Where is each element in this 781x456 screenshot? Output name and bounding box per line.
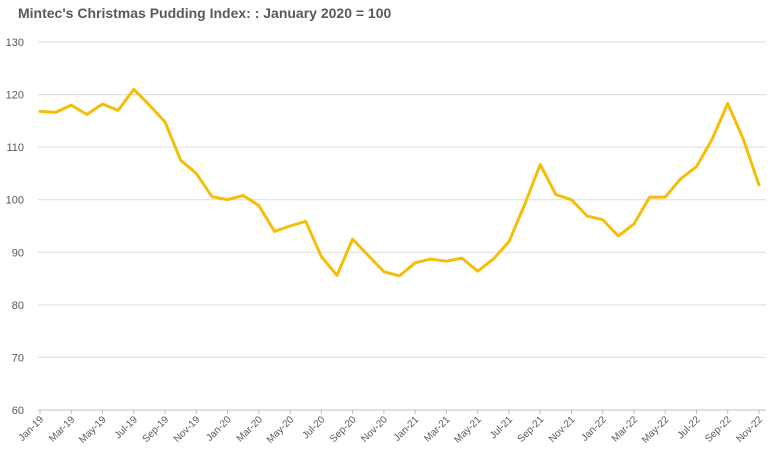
x-tick-label: Sep-22 (703, 414, 734, 445)
x-tick-label: Mar-19 (47, 414, 77, 444)
x-tick-label: Jan-21 (392, 414, 422, 444)
x-tick-label: May-22 (640, 414, 672, 446)
x-tick-label: Sep-21 (516, 414, 547, 445)
x-tick-label: Jan-19 (17, 414, 47, 444)
y-axis-ticks: 60 70 80 90 100 110 120 130 (6, 37, 24, 417)
x-tick-label: Nov-20 (359, 414, 390, 445)
series-layer (38, 87, 761, 278)
gridlines (38, 41, 766, 411)
x-tick-label: Mar-21 (422, 414, 452, 444)
x-tick-label: Jul-21 (488, 414, 515, 441)
y-tick-label: 130 (6, 37, 24, 49)
x-tick-label: Jul-22 (676, 414, 703, 441)
y-tick-label: 80 (12, 300, 24, 312)
x-tick-label: May-21 (452, 414, 484, 446)
x-tick-label: Sep-20 (328, 414, 359, 445)
x-tick-label: May-19 (77, 414, 109, 446)
x-tick-label: Jul-19 (113, 414, 140, 441)
x-tick-label: Nov-21 (547, 414, 578, 445)
x-tick-label: Jan-20 (204, 414, 234, 444)
x-tick-label: Nov-22 (735, 414, 766, 445)
x-tick-label: Jul-20 (300, 414, 327, 441)
x-tick-label: Nov-19 (172, 414, 203, 445)
x-tick-label: Mar-20 (235, 414, 265, 444)
y-tick-label: 70 (12, 352, 24, 364)
series-line (38, 87, 761, 278)
y-tick-label: 90 (12, 247, 24, 259)
y-tick-label: 110 (6, 142, 24, 154)
x-tick-label: Mar-22 (610, 414, 640, 444)
x-axis-ticks: Jan-19 Mar-19 May-19 Jul-19 Sep-19 Nov-19 Jan-… (17, 410, 766, 446)
x-tick-label: Jan-22 (579, 414, 609, 444)
chart-title: Mintec's Christmas Pudding Index: : Janu… (18, 5, 392, 21)
y-tick-label: 60 (12, 405, 24, 417)
x-tick-label: May-20 (265, 414, 297, 446)
y-tick-label: 100 (6, 195, 24, 207)
x-tick-label: Sep-19 (141, 414, 172, 445)
y-tick-label: 120 (6, 90, 24, 102)
